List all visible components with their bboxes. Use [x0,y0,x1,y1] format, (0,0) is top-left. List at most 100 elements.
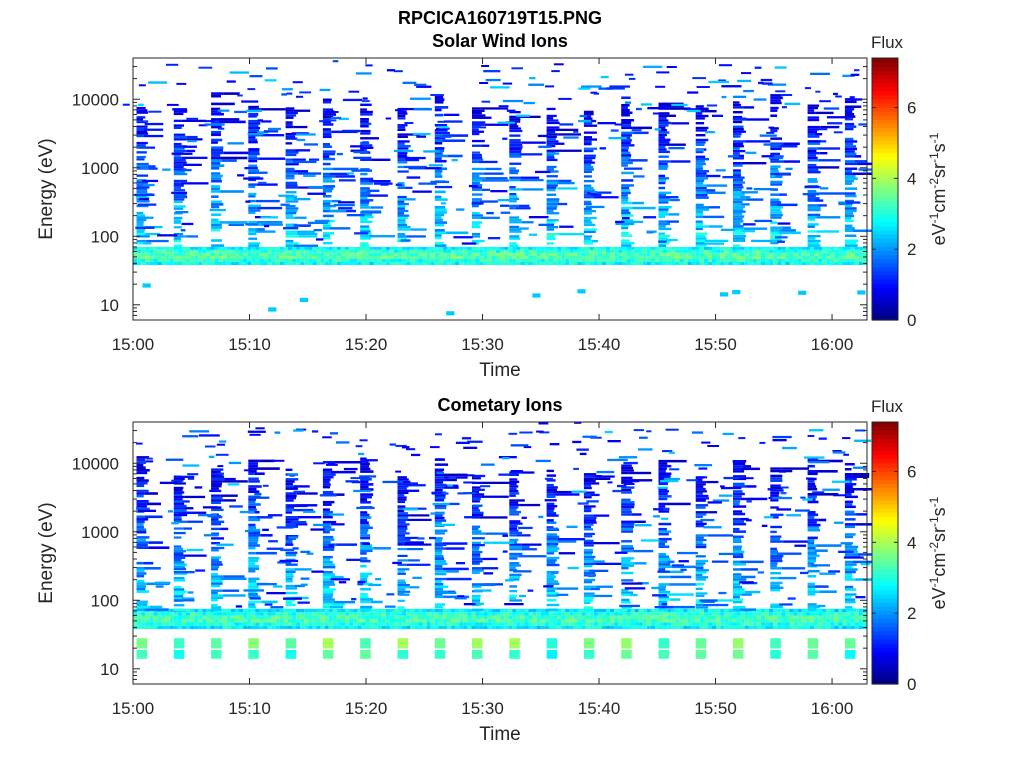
heatmap-cell [509,148,522,151]
heatmap-cell [658,222,671,226]
heatmap-cell [248,567,260,570]
heatmap-cell [777,259,782,262]
heatmap-cell [490,190,508,193]
heatmap-cell [324,625,329,630]
heatmap-cell [807,190,817,193]
heatmap-cell [211,239,222,242]
heatmap-cell [217,465,224,468]
heatmap-cell [186,117,198,120]
heatmap-cell [744,253,749,256]
heatmap-cell [606,608,611,613]
heatmap-cell [658,462,668,465]
heatmap-cell [844,125,857,128]
heatmap-cell [299,91,312,94]
heatmap-cell [397,599,405,602]
heatmap-cell [487,612,492,616]
heatmap-cell [509,529,519,532]
colorbar-tick-label: 4 [907,169,916,188]
heatmap-cell [557,259,562,262]
heatmap-cell [658,598,671,601]
heatmap-cell [770,231,779,235]
heatmap-cell [548,612,553,616]
heatmap-cell [360,122,372,126]
heatmap-cell [785,625,790,630]
heatmap-cell [397,500,405,504]
heatmap-cell [807,516,815,519]
heatmap-cell [211,546,225,550]
heatmap-cell [736,262,741,265]
heatmap-cell [173,262,178,265]
heatmap-cell [536,612,541,616]
heatmap-cell [502,99,524,103]
heatmap-cell [724,259,729,262]
heatmap-cell [667,253,672,256]
heatmap-cell [362,97,368,100]
heatmap-cell [267,625,272,630]
heatmap-cell [733,568,741,571]
heatmap-cell [500,615,505,619]
heatmap-cell [761,249,766,253]
heatmap-cell [322,478,331,481]
heatmap-cell [248,148,260,151]
heatmap-cell [756,259,761,262]
heatmap-cell [844,140,858,143]
heatmap-cell [285,523,296,526]
heatmap-cell [597,608,602,613]
heatmap-cell [743,89,754,93]
heatmap-cell [338,117,349,120]
heatmap-cell [642,262,647,265]
heatmap-cell [621,523,635,526]
heatmap-cell [206,608,211,613]
heatmap-cell [256,583,277,586]
heatmap-cell [248,244,259,247]
heatmap-cell [285,235,299,238]
heatmap-cell [173,572,188,575]
heatmap-cell [275,608,280,613]
heatmap-cell [275,256,280,259]
heatmap-cell [247,253,252,256]
heatmap-cell [402,612,407,616]
heatmap-cell [516,534,531,537]
heatmap-cell [136,600,148,604]
heatmap-cell [801,615,806,619]
heatmap-cell [716,608,721,613]
heatmap-cell [781,259,786,262]
colorbar-swatch [872,139,898,145]
heatmap-cell [516,619,521,623]
heatmap-cell [807,199,815,202]
heatmap-cell [173,184,184,187]
heatmap-cell [733,215,745,218]
heatmap-cell [807,593,816,596]
heatmap-cell [500,625,505,630]
heatmap-cell [573,622,578,626]
heatmap-cell [136,456,150,459]
heatmap-cell [809,625,814,630]
heatmap-cell [263,246,268,250]
heatmap-cell [634,253,639,256]
heatmap-cell [733,585,742,589]
heatmap-cell [546,189,556,192]
heatmap-cell [816,230,840,233]
heatmap-cell [187,135,198,139]
heatmap-cell [434,463,449,466]
heatmap-cell [345,253,350,256]
heatmap-cell [472,544,485,547]
heatmap-cell [638,612,643,616]
heatmap-cell [785,246,790,250]
heatmap-cell [353,256,358,259]
heatmap-cell [520,246,525,250]
colorbar-swatch [872,160,898,166]
heatmap-cell [695,182,704,185]
heatmap-cell [553,249,558,253]
heatmap-cell [807,464,815,468]
heatmap-cell [142,179,159,183]
heatmap-cell [621,214,634,217]
heatmap-cell [509,193,517,196]
heatmap-cell [820,187,829,190]
heatmap-cell [211,161,221,165]
heatmap-cell [422,246,427,250]
heatmap-cell [414,249,419,253]
heatmap-cell [852,560,873,564]
heatmap-cell [320,246,325,250]
heatmap-cell [234,608,239,613]
